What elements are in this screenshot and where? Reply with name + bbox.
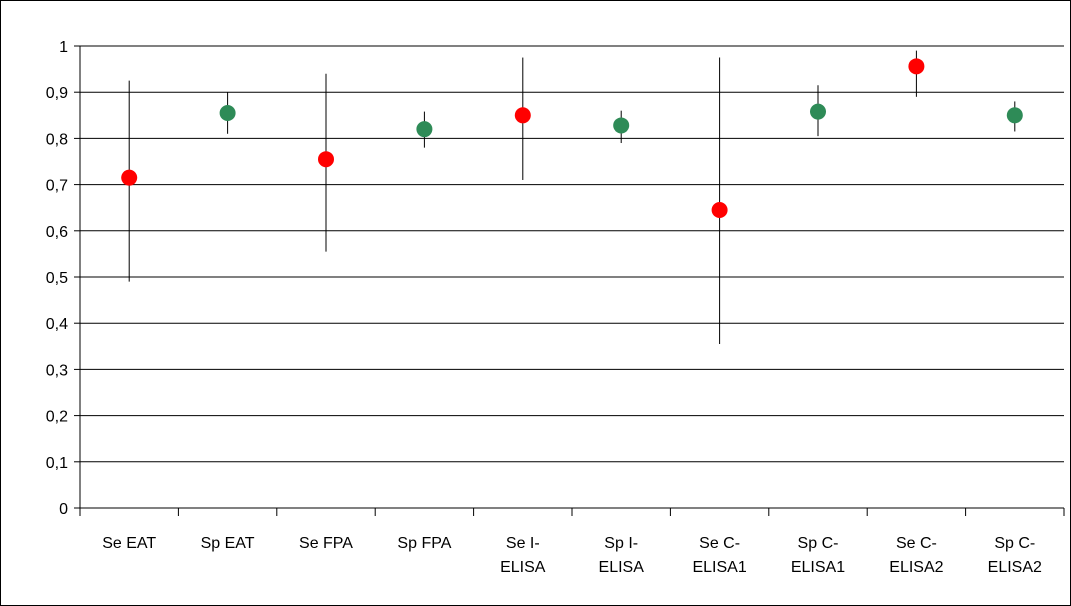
data-point <box>121 169 138 186</box>
y-tick-label: 0,9 <box>46 85 68 102</box>
y-tick-label: 0,7 <box>46 178 68 195</box>
y-tick-label: 0,1 <box>46 455 68 472</box>
data-point <box>318 151 334 168</box>
data-point <box>219 104 236 121</box>
y-tick-label: 0,6 <box>46 224 68 241</box>
x-category-label: Se C-ELISA1 <box>692 535 746 576</box>
x-category-label: Sp EAT <box>201 535 255 552</box>
data-point <box>711 202 728 219</box>
data-point <box>416 121 433 138</box>
data-point <box>514 107 531 124</box>
x-category-label: Se EAT <box>102 535 156 552</box>
data-point <box>1006 107 1023 124</box>
data-point <box>613 117 630 134</box>
y-tick-label: 1 <box>59 39 68 56</box>
data-points <box>121 58 1023 219</box>
y-tick-label: 0,3 <box>46 362 68 379</box>
y-tick-labels: 0 0,1 0,2 0,3 0,4 0,5 0,6 0,7 0,8 0,9 1 <box>46 39 68 518</box>
data-point <box>810 103 826 120</box>
x-category-labels: Se EAT Sp EAT Se FPA Sp FPA Se I-ELISA Sp I-E… <box>102 535 1042 576</box>
x-category-label: Sp C-ELISA2 <box>988 535 1042 576</box>
y-tick-label: 0,4 <box>46 316 68 333</box>
x-category-label: Se FPA <box>299 535 353 552</box>
y-tick-label: 0 <box>59 501 68 518</box>
x-category-label: Sp C-ELISA1 <box>791 535 845 576</box>
x-tick-marks <box>79 508 1065 516</box>
data-point <box>908 58 925 75</box>
y-tick-label: 0,8 <box>46 131 68 148</box>
x-category-label: Sp I-ELISA <box>599 535 645 576</box>
error-bars <box>128 50 1016 344</box>
x-category-label: Se C-ELISA2 <box>889 535 943 576</box>
y-tick-label: 0,5 <box>46 270 68 287</box>
x-category-label: Sp FPA <box>397 535 451 552</box>
x-category-label: Se I-ELISA <box>500 535 546 576</box>
gridlines <box>80 45 1064 463</box>
y-tick-label: 0,2 <box>46 409 68 426</box>
